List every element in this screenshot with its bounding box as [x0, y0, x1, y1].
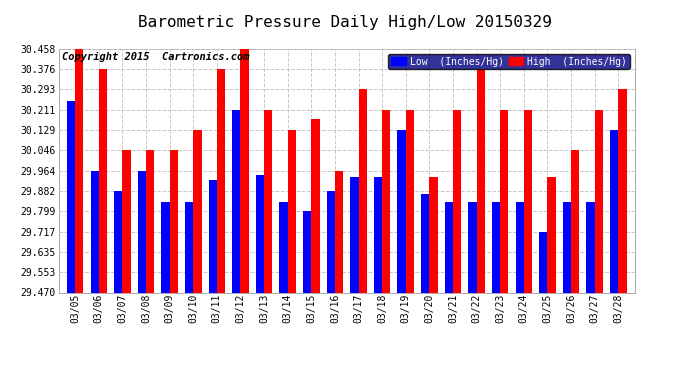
Bar	[193, 130, 201, 292]
Bar	[122, 150, 130, 292]
Bar	[288, 130, 296, 292]
Bar	[359, 90, 367, 292]
Bar	[374, 177, 382, 292]
Bar	[547, 177, 555, 292]
Bar	[170, 150, 178, 292]
Bar	[445, 202, 453, 292]
Bar	[311, 118, 319, 292]
Bar	[618, 90, 627, 292]
Bar	[397, 130, 406, 292]
Bar	[185, 202, 193, 292]
Bar	[382, 110, 391, 292]
Bar	[264, 110, 273, 292]
Bar	[429, 177, 437, 292]
Bar	[217, 69, 225, 292]
Text: Barometric Pressure Daily High/Low 20150329: Barometric Pressure Daily High/Low 20150…	[138, 15, 552, 30]
Bar	[233, 110, 241, 292]
Bar	[351, 177, 359, 292]
Bar	[161, 202, 170, 292]
Bar	[241, 49, 248, 292]
Bar	[515, 202, 524, 292]
Bar	[75, 49, 83, 292]
Bar	[563, 202, 571, 292]
Bar	[138, 171, 146, 292]
Bar	[90, 171, 99, 292]
Bar	[67, 101, 75, 292]
Bar	[421, 194, 429, 292]
Bar	[539, 231, 547, 292]
Legend: Low  (Inches/Hg), High  (Inches/Hg): Low (Inches/Hg), High (Inches/Hg)	[388, 54, 630, 69]
Bar	[406, 110, 414, 292]
Bar	[256, 175, 264, 292]
Bar	[571, 150, 580, 292]
Bar	[586, 202, 595, 292]
Bar	[335, 171, 343, 292]
Bar	[326, 191, 335, 292]
Bar	[469, 202, 477, 292]
Bar	[99, 69, 107, 292]
Bar	[610, 130, 618, 292]
Text: Copyright 2015  Cartronics.com: Copyright 2015 Cartronics.com	[61, 53, 249, 62]
Bar	[524, 110, 532, 292]
Bar	[208, 180, 217, 292]
Bar	[453, 110, 461, 292]
Bar	[477, 69, 485, 292]
Bar	[595, 110, 603, 292]
Bar	[492, 202, 500, 292]
Bar	[500, 110, 509, 292]
Bar	[114, 191, 122, 292]
Bar	[279, 202, 288, 292]
Bar	[146, 150, 155, 292]
Bar	[303, 211, 311, 292]
